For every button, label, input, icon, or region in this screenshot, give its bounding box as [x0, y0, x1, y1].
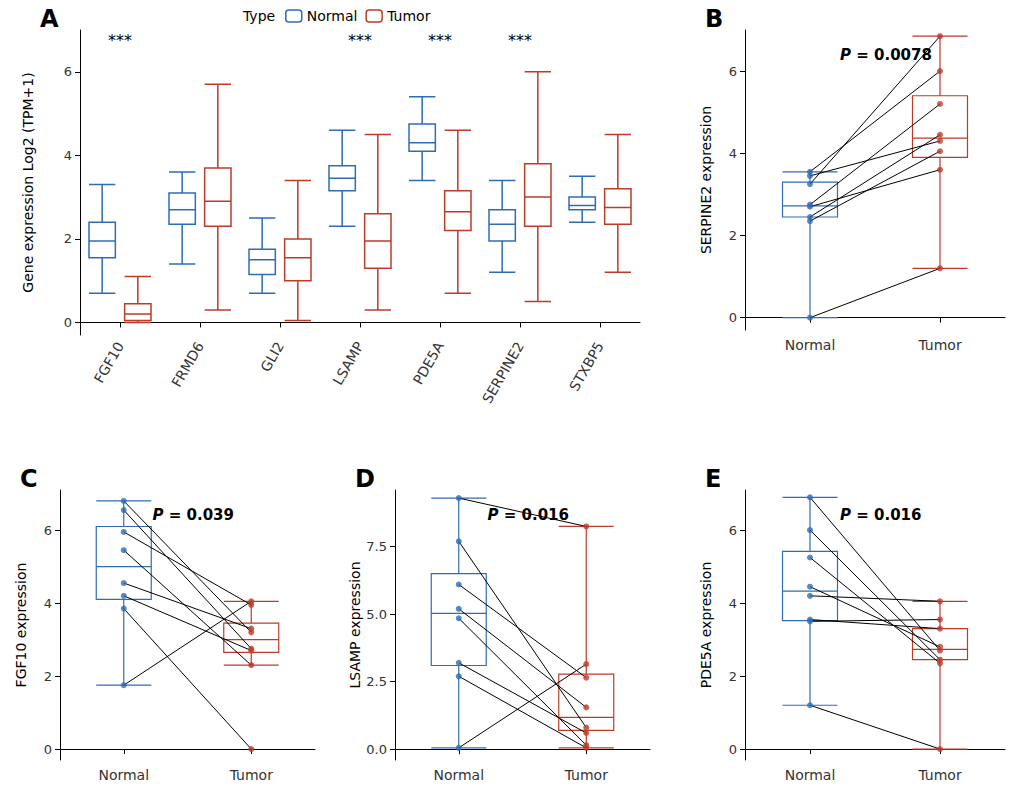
- svg-text:6: 6: [64, 64, 72, 79]
- svg-text:C: C: [20, 465, 38, 493]
- svg-text:***: ***: [508, 31, 532, 50]
- svg-text:Gene expression Log2 (TPM+1): Gene expression Log2 (TPM+1): [20, 72, 36, 292]
- svg-text:***: ***: [108, 31, 132, 50]
- svg-text:Tumor: Tumor: [564, 767, 609, 783]
- svg-text:PDE5A expression: PDE5A expression: [698, 562, 714, 689]
- svg-text:= 0.016: = 0.016: [851, 506, 921, 524]
- svg-text:***: ***: [428, 31, 452, 50]
- svg-text:SERPINE2: SERPINE2: [479, 339, 527, 406]
- svg-text:Tumor: Tumor: [386, 8, 431, 24]
- svg-text:FGF10 expression: FGF10 expression: [13, 563, 29, 688]
- svg-text:Normal: Normal: [785, 337, 836, 353]
- svg-text:0: 0: [729, 310, 737, 325]
- svg-text:= 0.0078: = 0.0078: [851, 46, 932, 64]
- svg-text:6: 6: [729, 523, 737, 538]
- svg-text:B: B: [705, 5, 723, 33]
- svg-text:0: 0: [44, 742, 52, 757]
- svg-text:Normal: Normal: [98, 767, 149, 783]
- svg-text:4: 4: [44, 596, 52, 611]
- svg-text:Tumor: Tumor: [917, 337, 962, 353]
- svg-text:2: 2: [729, 228, 737, 243]
- svg-text:2.5: 2.5: [366, 674, 387, 689]
- svg-text:GLI2: GLI2: [257, 339, 287, 374]
- svg-text:0.0: 0.0: [366, 742, 387, 757]
- svg-text:Normal: Normal: [785, 767, 836, 783]
- svg-text:P: P: [840, 46, 851, 64]
- svg-text:2: 2: [729, 669, 737, 684]
- svg-text:PDE5A: PDE5A: [410, 339, 447, 388]
- svg-text:***: ***: [348, 31, 372, 50]
- svg-text:Tumor: Tumor: [917, 767, 962, 783]
- svg-text:D: D: [355, 465, 375, 493]
- svg-text:FGF10: FGF10: [91, 339, 127, 386]
- svg-text:P: P: [488, 506, 499, 524]
- svg-text:Type: Type: [242, 8, 275, 24]
- svg-text:4: 4: [64, 148, 72, 163]
- svg-text:2: 2: [44, 669, 52, 684]
- svg-text:6: 6: [729, 64, 737, 79]
- svg-text:5.0: 5.0: [366, 607, 387, 622]
- svg-text:LSAMP expression: LSAMP expression: [347, 561, 363, 688]
- svg-text:2: 2: [64, 231, 72, 246]
- svg-text:P: P: [840, 506, 851, 524]
- svg-text:Normal: Normal: [433, 767, 484, 783]
- svg-text:E: E: [705, 465, 721, 493]
- svg-text:LSAMP: LSAMP: [330, 339, 367, 388]
- svg-text:4: 4: [729, 596, 737, 611]
- svg-text:SERPINE2 expression: SERPINE2 expression: [698, 106, 714, 254]
- svg-text:FRMD6: FRMD6: [168, 339, 207, 390]
- svg-text:= 0.016: = 0.016: [498, 506, 568, 524]
- svg-text:Normal: Normal: [307, 8, 358, 24]
- svg-text:6: 6: [44, 523, 52, 538]
- svg-text:A: A: [40, 5, 59, 33]
- svg-text:7.5: 7.5: [366, 539, 387, 554]
- svg-text:STXBP5: STXBP5: [566, 339, 607, 394]
- svg-text:P: P: [153, 506, 164, 524]
- svg-text:4: 4: [729, 146, 737, 161]
- svg-text:0: 0: [729, 742, 737, 757]
- svg-text:= 0.039: = 0.039: [163, 506, 233, 524]
- svg-text:0: 0: [64, 315, 72, 330]
- svg-text:Tumor: Tumor: [229, 767, 274, 783]
